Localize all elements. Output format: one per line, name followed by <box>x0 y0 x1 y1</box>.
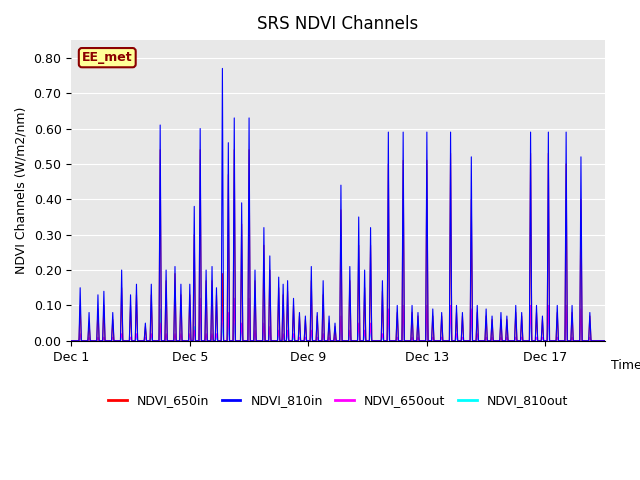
Y-axis label: NDVI Channels (W/m2/nm): NDVI Channels (W/m2/nm) <box>15 107 28 274</box>
X-axis label: Time: Time <box>611 359 640 372</box>
Legend: NDVI_650in, NDVI_810in, NDVI_650out, NDVI_810out: NDVI_650in, NDVI_810in, NDVI_650out, NDV… <box>103 389 573 412</box>
Text: EE_met: EE_met <box>82 51 132 64</box>
Title: SRS NDVI Channels: SRS NDVI Channels <box>257 15 419 33</box>
